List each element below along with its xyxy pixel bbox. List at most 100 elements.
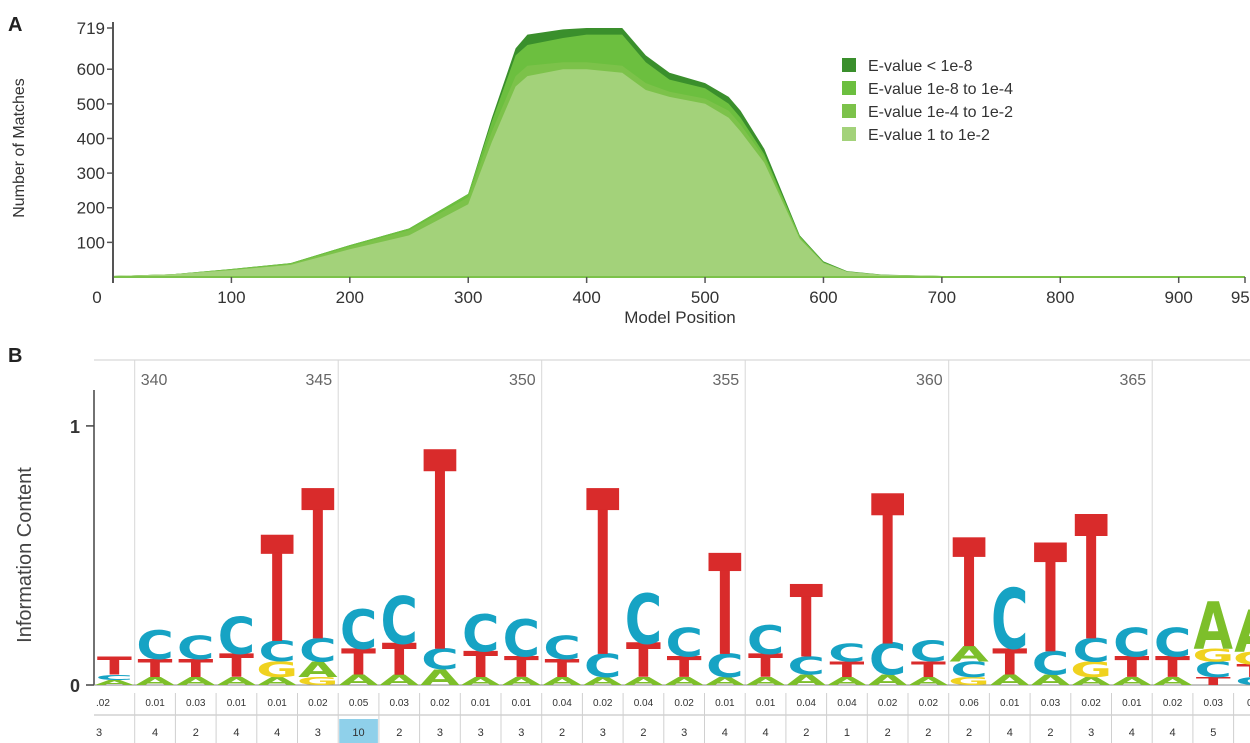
x-tick-label: 300	[454, 288, 482, 307]
logo-letter-T: T	[1196, 675, 1231, 688]
logo-letter-C: C	[136, 623, 173, 669]
row1-value: 0.06	[959, 698, 979, 709]
logo-letter-C: C	[218, 607, 255, 666]
row2-value: 2	[640, 727, 646, 739]
logo-letter-T	[423, 449, 457, 472]
logo-letter-T	[789, 583, 823, 598]
logo-letter-G: G	[1233, 648, 1250, 669]
row2-value: 4	[722, 727, 728, 739]
logo-letter-A: A	[664, 675, 704, 688]
logo-letter-T: T	[626, 634, 661, 689]
y-tick-label: 100	[77, 233, 105, 252]
row2-value: 4	[762, 727, 768, 739]
logo-letter-T	[952, 537, 986, 557]
logo-letter-C: C	[788, 652, 825, 681]
row1-value: 0.01	[756, 698, 776, 709]
logo-letter-A: A	[583, 675, 623, 688]
logo-letter-T: T	[911, 658, 946, 683]
y-tick-label: 400	[77, 129, 105, 148]
row2-value: 4	[233, 727, 239, 739]
panel-b-label: B	[8, 345, 23, 367]
logo-letter-T	[1034, 542, 1067, 563]
logo-letter-A: A	[827, 675, 867, 688]
logo-letter-T	[301, 488, 335, 511]
row1-value: 0.01	[512, 698, 532, 709]
x-axis-label: Model Position	[624, 308, 736, 327]
logo-letter-A: A	[461, 675, 501, 688]
logo-letter-A: A	[624, 675, 664, 688]
row2-value: 1	[844, 727, 850, 739]
row2-value: 3	[1088, 727, 1094, 739]
row2-value: 3	[478, 727, 484, 739]
row1-value: 0.02	[919, 698, 939, 709]
logo-letter-C: C	[462, 605, 499, 664]
row2-value: 3	[96, 727, 102, 739]
logo-letter-T: T	[545, 655, 581, 684]
logo-letter-T: T	[830, 658, 865, 683]
logo-letter-G: G	[948, 675, 990, 688]
logo-letter-A: A	[1234, 598, 1250, 665]
row2-value: 3	[518, 727, 524, 739]
legend-swatch	[842, 81, 856, 95]
logo-letter-C: C	[665, 620, 702, 666]
logo-letter-G: G	[256, 658, 298, 683]
logo-letter-T: T	[1155, 651, 1191, 684]
logo-letter-T	[1074, 514, 1108, 536]
row1-value: 0.03	[1041, 698, 1061, 709]
logo-letter-A: A	[135, 675, 175, 688]
row1-value: 0.01	[471, 698, 491, 709]
position-label: 345	[305, 372, 332, 389]
x-tick-label: 200	[336, 288, 364, 307]
logo-letter-C: C	[177, 630, 214, 668]
row2-value: 4	[274, 727, 280, 739]
position-label: 340	[141, 372, 168, 389]
logo-letter-T: T	[97, 652, 133, 681]
logo-letter-T: T	[748, 648, 783, 686]
x-tick-label: 100	[217, 288, 245, 307]
logo-letter-T	[586, 488, 620, 511]
logo-letter-C: C	[584, 648, 621, 686]
logo-letter-T	[871, 493, 904, 516]
row2-value: 4	[1007, 727, 1013, 739]
logo-letter-A: A	[1153, 675, 1193, 688]
logo-letter-A: A	[1071, 675, 1111, 688]
row2-value: 4	[152, 727, 158, 739]
row1-value: 0.04	[634, 698, 654, 709]
logo-letter-C: C	[503, 610, 540, 669]
legend-label: E-value 1e-4 to 1e-2	[868, 104, 1013, 121]
logo-letter-C: C	[1113, 620, 1150, 666]
logo-letter-T: T	[219, 648, 254, 686]
logo-letter-C: C	[1072, 632, 1109, 670]
logo-letter-A: A	[1194, 589, 1233, 665]
logo-letter-A: A	[257, 675, 297, 688]
row2-value: 2	[885, 727, 891, 739]
logo-letter-T-stem	[434, 470, 445, 649]
logo-letter-T: T	[341, 642, 376, 684]
logo-letter-A: A	[176, 675, 216, 688]
row2-value: 5	[1210, 727, 1216, 739]
panel-a-label: A	[8, 14, 23, 36]
row1-value: 0.01	[1000, 698, 1020, 709]
logo-letter-T	[260, 534, 294, 554]
y-tick-label: 300	[77, 164, 105, 183]
logo-letter-G: G	[1070, 658, 1112, 683]
row1-value: 0.01	[715, 698, 735, 709]
row2-value: 2	[925, 727, 931, 739]
logo-letter-C: C	[869, 635, 906, 685]
logo-letter-G: G	[1192, 646, 1234, 667]
logo-letter-C: C	[706, 648, 743, 686]
x-tick-label: 900	[1165, 288, 1193, 307]
logo-letter-T-stem	[1045, 561, 1056, 652]
logo-letter-T-stem	[272, 552, 283, 641]
legend-swatch	[842, 104, 856, 118]
x-tick-label: 500	[691, 288, 719, 307]
row1-value: 0.02	[308, 698, 328, 709]
legend-label: E-value < 1e-8	[868, 58, 973, 75]
logo-y-tick-label: 1	[70, 417, 80, 437]
row1-value: 0.02	[674, 698, 694, 709]
row1-value: 0.04	[837, 698, 857, 709]
logo-letter-T-stem	[801, 596, 812, 657]
position-label: 365	[1119, 372, 1146, 389]
logo-letter-T: T	[178, 655, 214, 684]
x-tick-label: 700	[928, 288, 956, 307]
